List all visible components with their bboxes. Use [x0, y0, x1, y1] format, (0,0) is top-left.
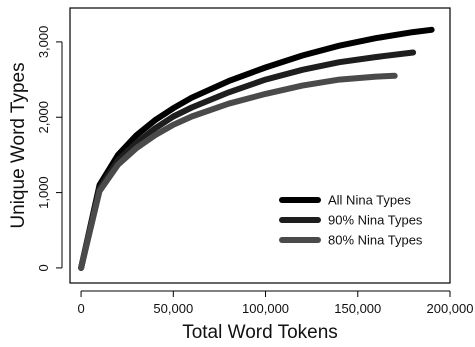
legend-label: All Nina Types — [328, 193, 411, 208]
legend: All Nina Types 90% Nina Types 80% Nina Typ… — [279, 193, 423, 248]
x-axis: 0 50,000 100,000 150,000 200,000 — [77, 290, 474, 316]
y-tick-label: 0 — [36, 264, 51, 271]
series-line-1 — [78, 26, 435, 271]
series-line-3 — [78, 72, 398, 271]
x-tick-label: 100,000 — [242, 301, 289, 316]
plot-border — [69, 7, 451, 284]
y-tick-label: 3,000 — [36, 26, 51, 59]
legend-label: 80% Nina Types — [328, 233, 423, 248]
plot-frame — [69, 7, 451, 284]
x-axis-title: Total Word Tokens — [182, 322, 338, 343]
x-tick-label: 50,000 — [153, 301, 193, 316]
y-tick-label: 2,000 — [36, 101, 51, 134]
series-lines — [78, 26, 435, 271]
x-tick-label: 0 — [77, 301, 84, 316]
x-tick-label: 200,000 — [427, 301, 474, 316]
y-axis: 0 1,000 2,000 3,000 — [36, 26, 63, 272]
y-tick-label: 1,000 — [36, 176, 51, 209]
series-line-2 — [78, 49, 417, 271]
y-axis-title: Unique Word Types — [8, 62, 29, 228]
x-tick-label: 150,000 — [334, 301, 381, 316]
legend-label: 90% Nina Types — [328, 213, 423, 228]
